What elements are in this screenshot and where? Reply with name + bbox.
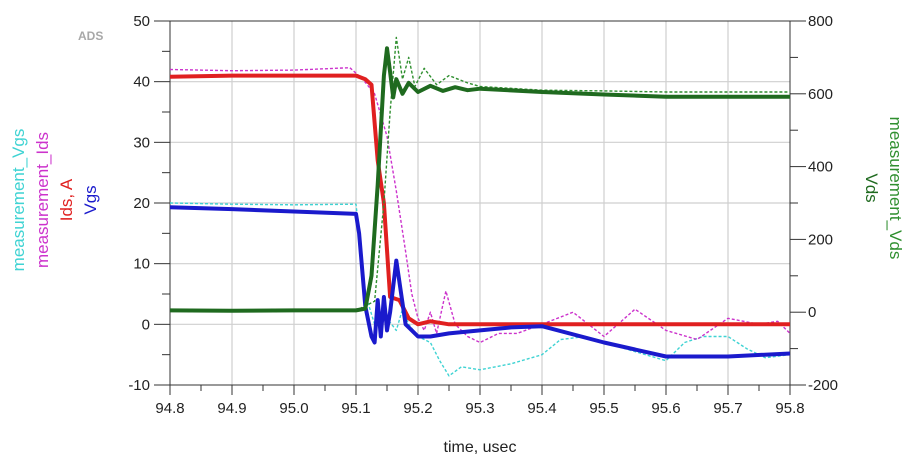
y-left-tick-label: 20 [133,195,150,212]
x-tick-label: 95.6 [651,400,680,417]
x-axis-label: time, usec [444,439,517,456]
y-right-tick-label: 800 [808,13,833,30]
y-right-tick-label: 200 [808,231,833,248]
y-right-tick-label: -200 [808,377,838,394]
y-right-tick-label: 600 [808,86,833,103]
x-tick-label: 94.9 [217,400,246,417]
y-left-label: measurement_Ids [33,132,52,268]
watermark: ADS [78,29,103,43]
y-right-tick-label: 0 [808,304,816,321]
y-right-tick-label: 400 [808,159,833,176]
y-left-tick-label: 30 [133,134,150,151]
y-left-label: Vgs [81,185,100,214]
x-tick-label: 95.2 [403,400,432,417]
y-right-label: Vds [862,173,881,202]
y-left-label: Ids, A [57,178,76,221]
x-tick-label: 95.3 [465,400,494,417]
series-line-vds [169,46,790,313]
x-tick-label: 95.1 [341,400,370,417]
x-tick-label: 95.8 [775,400,804,417]
y-left-label: measurement_Vgs [9,129,28,272]
y-left-tick-label: 10 [133,256,150,273]
series-line-vgs [169,205,791,359]
x-tick-label: 95.7 [713,400,742,417]
x-tick-label: 95.5 [589,400,618,417]
x-tick-label: 95.4 [527,400,556,417]
y-left-tick-label: -10 [128,377,150,394]
y-left-tick-label: 0 [142,316,150,333]
x-tick-label: 94.8 [155,400,184,417]
y-right-label: measurement_Vds [886,117,905,260]
y-left-tick-label: 50 [133,13,150,30]
x-tick-label: 95.0 [279,400,308,417]
y-left-tick-label: 40 [133,74,150,91]
